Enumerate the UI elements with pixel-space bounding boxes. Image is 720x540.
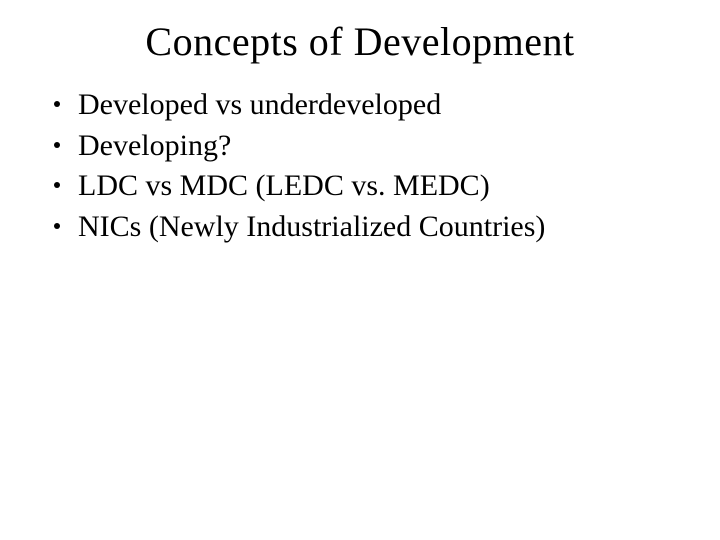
- bullet-text: LDC vs MDC (LEDC vs. MEDC): [78, 166, 490, 207]
- list-item: Developing?: [54, 126, 680, 167]
- bullet-icon: [54, 101, 60, 107]
- bullet-text: Developing?: [78, 126, 231, 167]
- bullet-list: Developed vs underdeveloped Developing? …: [40, 85, 680, 247]
- bullet-icon: [54, 142, 60, 148]
- slide-title: Concepts of Development: [40, 18, 680, 65]
- slide-container: Concepts of Development Developed vs und…: [0, 0, 720, 540]
- list-item: Developed vs underdeveloped: [54, 85, 680, 126]
- bullet-icon: [54, 182, 60, 188]
- list-item: NICs (Newly Industrialized Countries): [54, 207, 680, 248]
- list-item: LDC vs MDC (LEDC vs. MEDC): [54, 166, 680, 207]
- bullet-text: Developed vs underdeveloped: [78, 85, 441, 126]
- bullet-text: NICs (Newly Industrialized Countries): [78, 207, 545, 248]
- bullet-icon: [54, 223, 60, 229]
